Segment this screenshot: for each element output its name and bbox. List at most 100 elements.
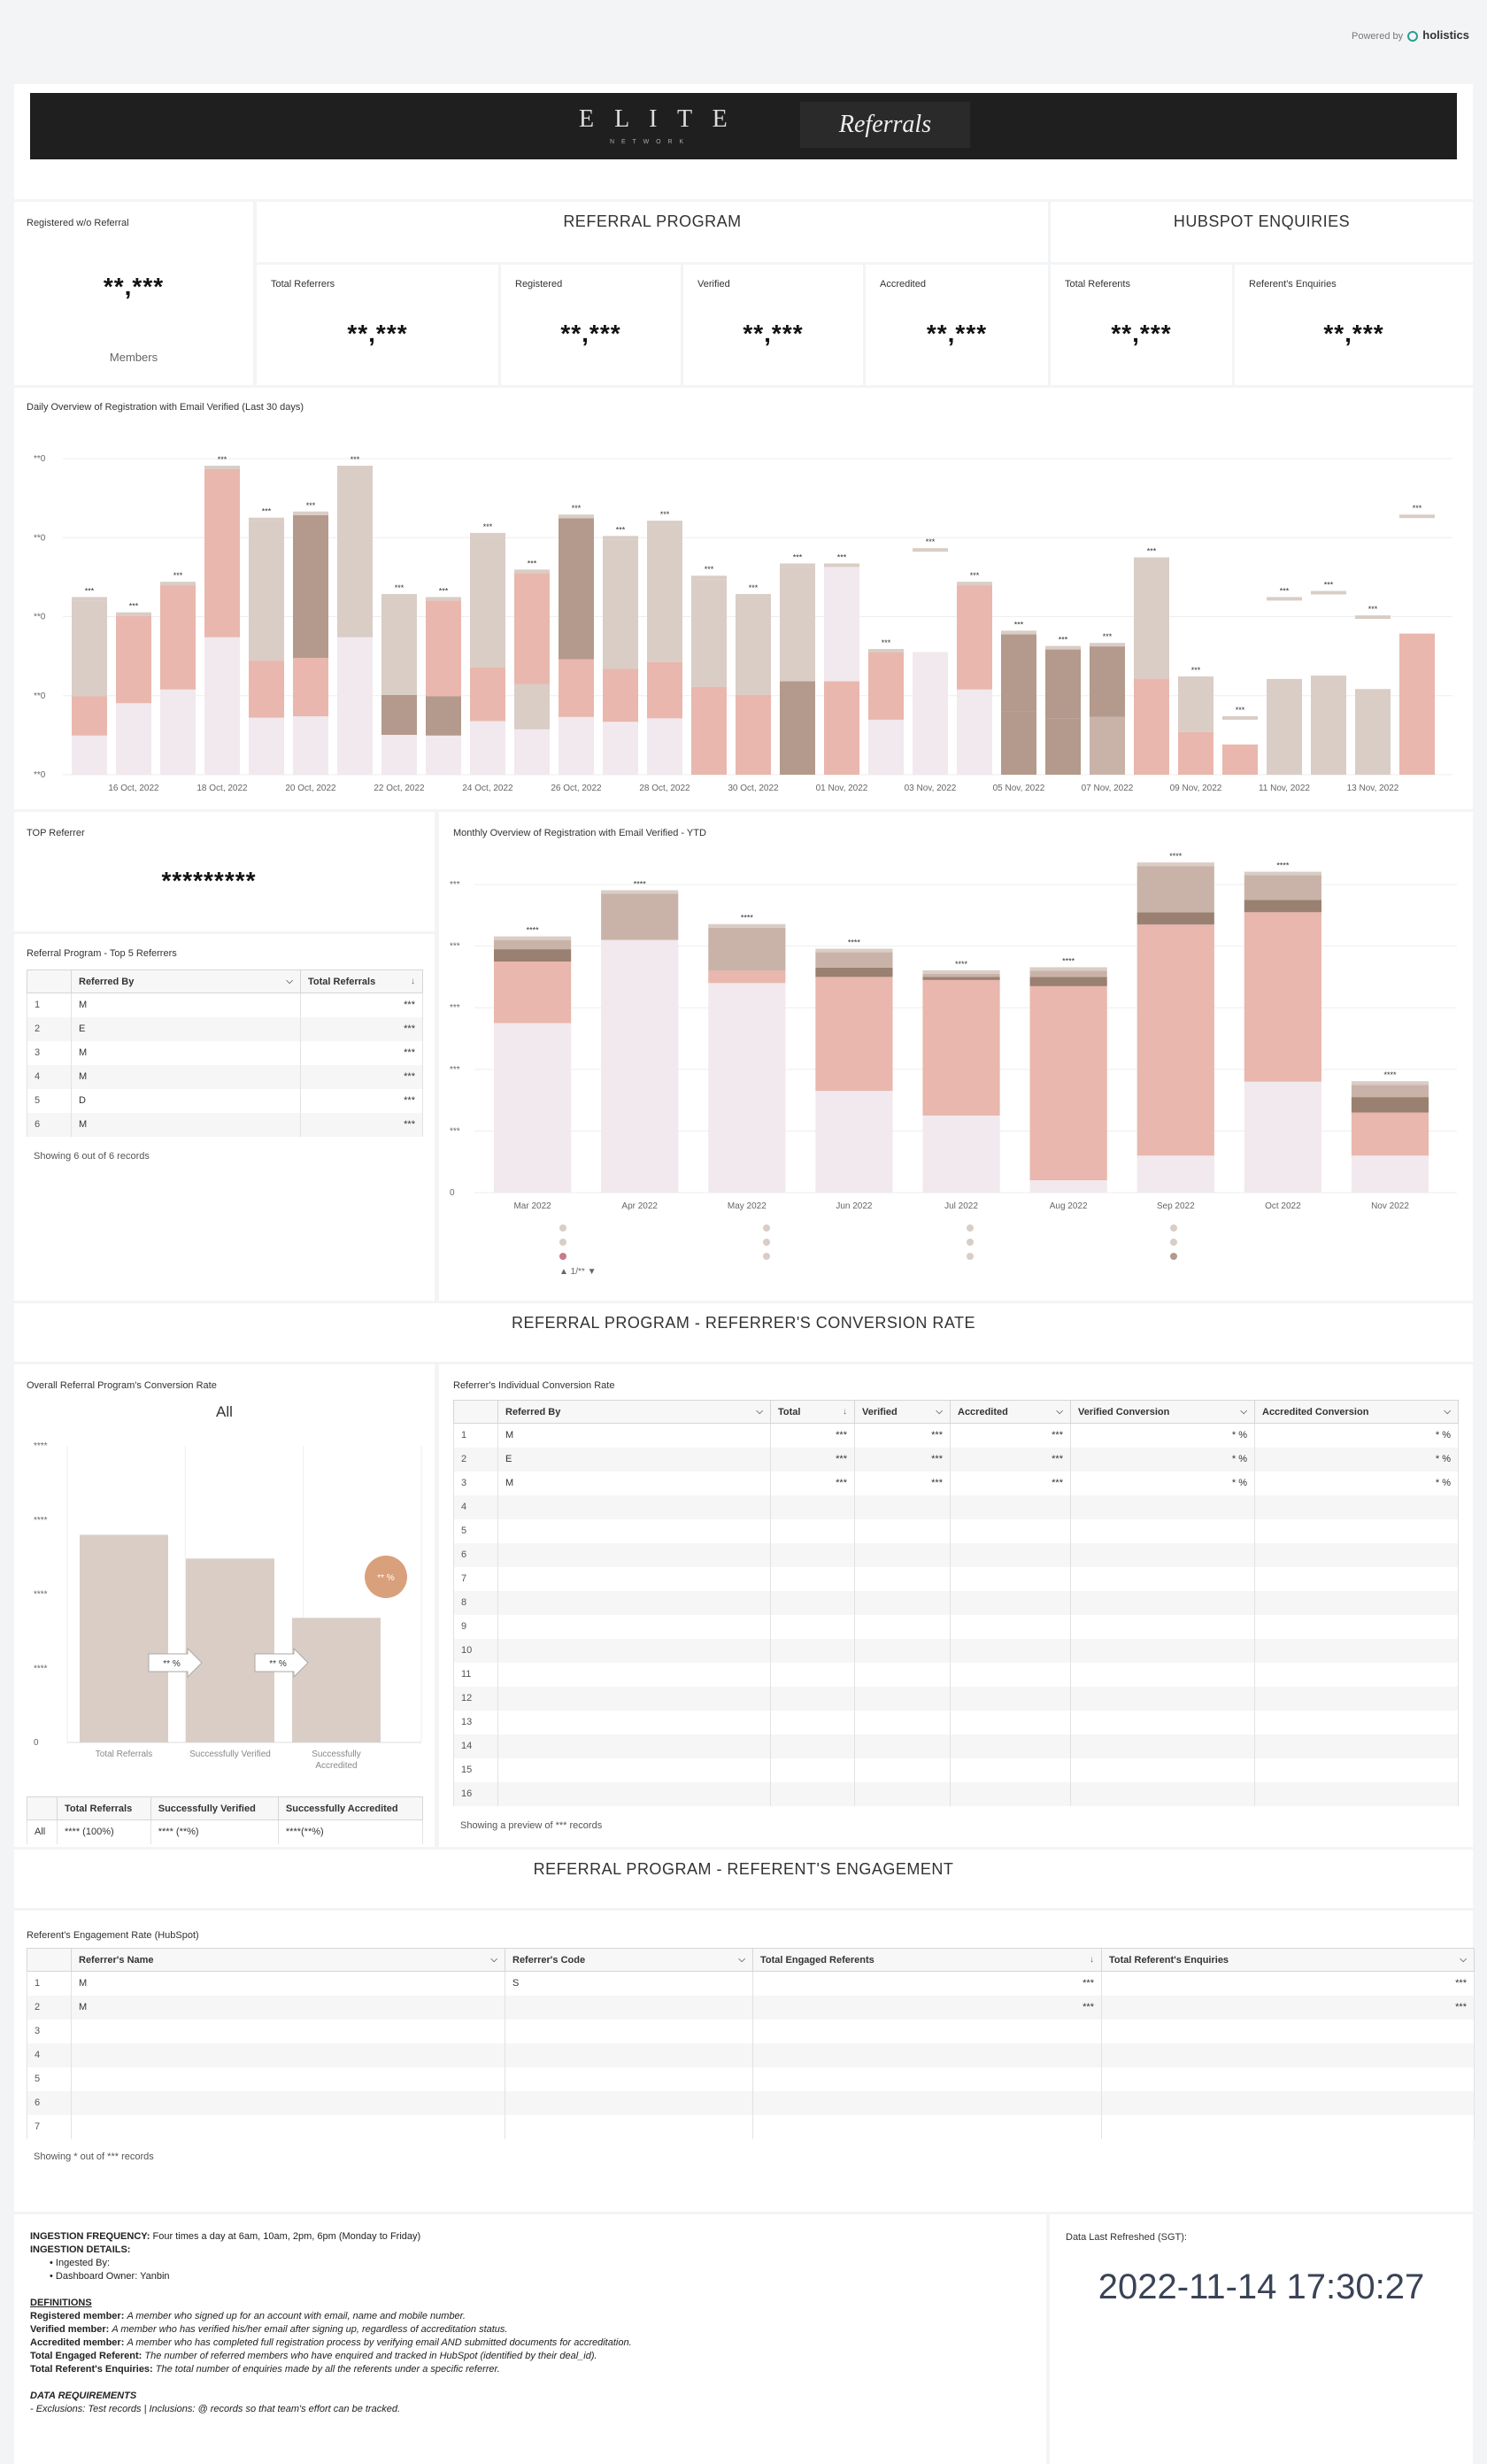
table-row[interactable]: 8 [453,1590,1459,1615]
row-index: 13 [453,1710,498,1734]
daily-bar-segment [72,735,107,775]
index-header [453,1400,498,1424]
table-row[interactable]: 6 [453,1542,1459,1567]
table-row[interactable]: 4 M *** [27,1064,423,1089]
y-tick-label: 0 [450,1188,455,1198]
chevron-down-icon[interactable]: ⌵ [286,976,293,986]
indiv-cell [497,1686,771,1711]
indiv-column-header[interactable]: Accredited Conversion ⌵ [1254,1400,1459,1424]
table-row[interactable]: 6 [27,2090,1475,2115]
daily-bar-segment [72,696,107,736]
daily-bar-label: *** [528,559,537,568]
table-row[interactable]: 11 [453,1662,1459,1687]
daily-bar-segment [1045,718,1081,775]
daily-bar-label: *** [351,455,360,464]
eng-column-header[interactable]: Referrer's Name ⌵ [71,1948,505,1972]
table-row[interactable]: 3 M *** *** *** * % * % [453,1471,1459,1495]
table-row[interactable]: 5 [27,2066,1475,2091]
table-row[interactable]: 2 M *** *** [27,1995,1475,2020]
table-row[interactable]: 3 [27,2019,1475,2043]
table-row[interactable]: 10 [453,1638,1459,1663]
kpi-tile-label: Verified [697,279,730,290]
table-row[interactable]: 5 [453,1518,1459,1543]
table-row[interactable]: 7 [27,2114,1475,2139]
indiv-column-header[interactable]: Referred By ⌵ [497,1400,771,1424]
table-row[interactable]: 4 [27,2043,1475,2067]
table-row[interactable]: 5 D *** [27,1088,423,1113]
table-row[interactable]: 2 E *** [27,1016,423,1041]
daily-overview-chart[interactable]: **0 **0 **0 **0 **0 *** *** *** *** *** *** *** *** *… [14,414,1473,804]
chevron-down-icon[interactable]: ⌵ [490,1954,497,1965]
funnel-row-label: All [27,1819,58,1844]
individual-conversion-table[interactable]: Referred By ⌵ Total ↓ Verified ⌵ Accredited ⌵ Ve… [453,1400,1459,1806]
indiv-cell [1070,1757,1255,1782]
table-row[interactable]: 1 M *** *** *** * % * % [453,1423,1459,1448]
top5-table[interactable]: Referred By ⌵ Total Referrals ↓ 1 M *** 2 E ***… [27,969,423,1137]
indiv-column-header[interactable]: Total ↓ [770,1400,855,1424]
daily-bar-segment [780,681,815,775]
indiv-column-header[interactable]: Accredited ⌵ [950,1400,1071,1424]
sort-down-icon[interactable]: ↓ [843,1406,847,1417]
table-row[interactable]: 16 [453,1781,1459,1806]
funnel-chart[interactable]: **** **** **** **** 0 Total Referrals Successf… [14,1419,435,1809]
table-row[interactable]: 12 [453,1686,1459,1711]
chevron-down-icon[interactable]: ⌵ [1056,1406,1063,1417]
table-row[interactable]: 13 [453,1710,1459,1734]
eng-cell: M [71,1971,505,1996]
indiv-cell: E [497,1447,771,1471]
table-row[interactable]: 14 [453,1734,1459,1758]
daily-bar-segment [249,660,284,718]
daily-bar-label: *** [793,552,803,561]
table-row[interactable]: 2 E *** *** *** * % * % [453,1447,1459,1471]
eng-cell [752,2066,1102,2091]
table-row[interactable]: 6 M *** [27,1112,423,1137]
eng-column-header[interactable]: Total Referent's Enquiries ⌵ [1101,1948,1475,1972]
chevron-down-icon[interactable]: ⌵ [738,1954,745,1965]
sort-down-icon[interactable]: ↓ [411,976,415,986]
eng-column-header[interactable]: Referrer's Code ⌵ [505,1948,753,1972]
chevron-down-icon[interactable]: ⌵ [756,1406,763,1417]
y-tick-label: *** [450,1065,460,1075]
table-row[interactable]: 15 [453,1757,1459,1782]
definition-item: Total Engaged Referent: The number of re… [30,2350,1030,2363]
indiv-column-header[interactable]: Verified Conversion ⌵ [1070,1400,1255,1424]
total-referrals-cell: *** [300,1112,423,1137]
table-row[interactable]: 1 M S *** *** [27,1971,1475,1996]
table-row[interactable]: 9 [453,1614,1459,1639]
indiv-cell [1070,1614,1255,1639]
chevron-down-icon[interactable]: ⌵ [936,1406,943,1417]
chevron-down-icon[interactable]: ⌵ [1444,1406,1451,1417]
indiv-cell [1254,1710,1459,1734]
monthly-overview-chart[interactable]: ***************0****Mar 2022****Apr 2022… [439,840,1473,1301]
indiv-column-header[interactable]: Verified ⌵ [854,1400,951,1424]
funnel-bar [186,1558,274,1742]
referred-by-cell: E [71,1016,301,1041]
indiv-cell [950,1566,1071,1591]
chevron-down-icon[interactable]: ⌵ [1460,1954,1467,1965]
indiv-column-header-label: Total [778,1406,801,1417]
daily-bar-label: *** [1413,504,1422,513]
table-row[interactable]: 3 M *** [27,1040,423,1065]
indiv-column-header-label: Verified Conversion [1078,1406,1170,1417]
indiv-cell [497,1614,771,1639]
table-row[interactable]: 1 M *** [27,993,423,1017]
engagement-section-header: REFERRAL PROGRAM - REFERENT'S ENGAGEMENT [14,1850,1473,1908]
sort-down-icon[interactable]: ↓ [1090,1954,1094,1965]
top5-referred-by-header[interactable]: Referred By ⌵ [71,969,301,993]
eng-column-header[interactable]: Total Engaged Referents ↓ [752,1948,1102,1972]
powered-by[interactable]: Powered by holistics [1352,28,1469,42]
monthly-bar-cap [815,948,893,953]
daily-bar-segment [868,719,904,775]
chevron-down-icon[interactable]: ⌵ [1240,1406,1247,1417]
elite-logo: E L I T E [579,105,735,133]
engagement-table[interactable]: Referrer's Name ⌵ Referrer's Code ⌵ Total En… [27,1948,1475,2139]
top5-total-header[interactable]: Total Referrals ↓ [300,969,423,993]
monthly-bar-segment [494,939,572,950]
indiv-cell: *** [770,1423,855,1448]
table-row[interactable]: 7 [453,1566,1459,1591]
kpi-tile-value: **,*** [1323,320,1384,347]
table-row[interactable]: 4 [453,1495,1459,1519]
funnel-title: Overall Referral Program's Conversion Ra… [27,1380,217,1391]
daily-bar-segment [957,585,992,690]
y-tick-label: **0 [34,454,46,464]
